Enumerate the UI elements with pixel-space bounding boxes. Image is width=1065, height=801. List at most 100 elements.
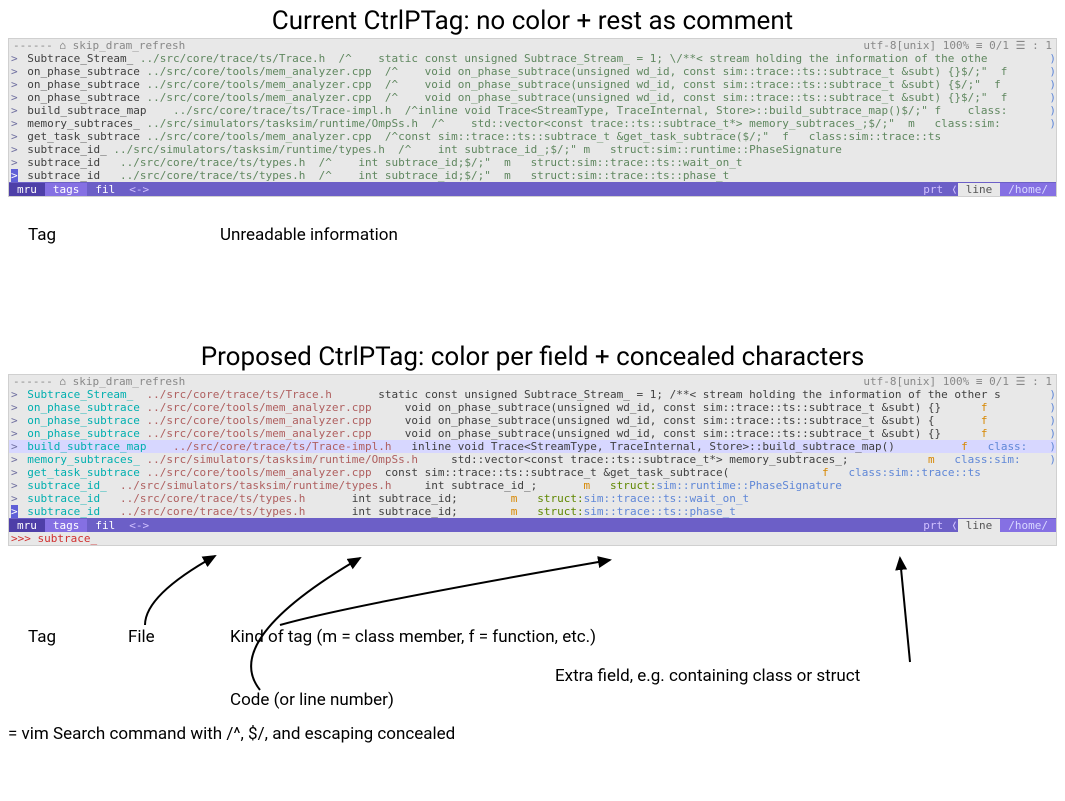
result-row[interactable]: > get_task_subtrace ../src/core/tools/me… [9, 466, 1056, 479]
extra-field: sim::trace::ts::wait_on_t [584, 492, 750, 505]
chevron-icon: > [11, 91, 18, 104]
struct-label: struct: [590, 479, 656, 492]
panel-current: ------ ⌂ skip_dram_refresh utf-8[unix] 1… [8, 38, 1057, 197]
file-path: ../src/core/tools/mem_analyzer.cpp [140, 466, 372, 479]
result-row[interactable]: > on_phase_subtrace ../src/core/tools/me… [9, 427, 1056, 440]
pl-mru[interactable]: mru [9, 183, 45, 196]
file-path: ../src/core/tools/mem_analyzer.cpp [140, 401, 372, 414]
input-line[interactable]: >>> subtrace_ [9, 532, 1056, 545]
extra-field: sim::runtime::PhaseSignature [656, 479, 841, 492]
result-row[interactable]: > on_phase_subtrace ../src/core/tools/me… [9, 91, 1056, 104]
tag-name: get_task_subtrace [21, 466, 140, 479]
tag-name: build_subtrace_map [21, 440, 147, 453]
chevron-icon: > [11, 440, 18, 453]
pl-prt-2: prt [915, 519, 951, 532]
tag-name: on_phase_subtrace [21, 401, 140, 414]
result-row[interactable]: > Subtrace_Stream_ ../src/core/trace/ts/… [9, 52, 1056, 65]
result-rows-proposed: > Subtrace_Stream_ ../src/core/trace/ts/… [9, 388, 1056, 518]
chevron-icon: > [11, 479, 18, 492]
code-snippet: void on_phase_subtrace(unsigned wd_id, c… [372, 414, 935, 427]
extra-field: class:sim: [935, 453, 1021, 466]
file-path: ../src/core/trace/ts/Trace-impl.h [146, 440, 391, 453]
overflow-indicator: ) [1049, 91, 1056, 104]
comment-rest: ../src/core/tools/mem_analyzer.cpp /^ vo… [146, 78, 1000, 91]
powerline-2: mru tags fil <-> prt ❬ line /home/ [9, 518, 1056, 532]
result-row[interactable]: > memory_subtraces_ ../src/simulators/ta… [9, 117, 1056, 130]
file-path: ../src/core/trace/ts/types.h [100, 492, 305, 505]
result-row[interactable]: > build_subtrace_map ../src/core/trace/t… [9, 104, 1056, 117]
comment-rest: ../src/simulators/tasksim/runtime/types.… [113, 143, 841, 156]
tag-kind: m [537, 479, 590, 492]
result-row[interactable]: > on_phase_subtrace ../src/core/tools/me… [9, 78, 1056, 91]
chevron-icon: > [11, 401, 18, 414]
pl-mru-2[interactable]: mru [9, 519, 45, 532]
annot-file: File [128, 627, 155, 647]
annot-unreadable: Unreadable information [220, 225, 398, 245]
chevron-icon: > [11, 388, 18, 401]
result-row[interactable]: > subtrace_id ../src/core/trace/ts/types… [9, 505, 1056, 518]
file-path: ../src/core/tools/mem_analyzer.cpp [140, 427, 372, 440]
chevron-icon: > [11, 156, 18, 169]
pl-tags-2[interactable]: tags [45, 519, 88, 532]
result-rows-current: > Subtrace_Stream_ ../src/core/trace/ts/… [9, 52, 1056, 182]
pl-line-2: line [958, 519, 1001, 532]
overflow-indicator: ) [1043, 414, 1056, 427]
tag-kind: f [935, 414, 988, 427]
chevron-icon: > [11, 143, 18, 156]
tag-kind: m [458, 492, 518, 505]
tag-kind: f [729, 466, 828, 479]
result-row[interactable]: > subtrace_id_ ../src/simulators/tasksim… [9, 479, 1056, 492]
code-snippet: static const unsigned Subtrace_Stream_ =… [332, 388, 1001, 401]
result-row[interactable]: > on_phase_subtrace ../src/core/tools/me… [9, 401, 1056, 414]
result-row[interactable]: > subtrace_id ../src/core/trace/ts/types… [9, 169, 1056, 182]
pl-fil[interactable]: fil [87, 183, 123, 196]
result-row[interactable]: > memory_subtraces_ ../src/simulators/ta… [9, 453, 1056, 466]
result-row[interactable]: > on_phase_subtrace ../src/core/tools/me… [9, 65, 1056, 78]
tag-name: Subtrace_Stream_ [21, 388, 134, 401]
tag-name: subtrace_id_ [21, 479, 107, 492]
result-row[interactable]: > Subtrace_Stream_ ../src/core/trace/ts/… [9, 388, 1056, 401]
comment-rest: ../src/core/trace/ts/types.h /^ int subt… [107, 169, 730, 182]
pl-line: line [958, 183, 1001, 196]
result-row[interactable]: > subtrace_id ../src/core/trace/ts/types… [9, 156, 1056, 169]
tag-name: on_phase_subtrace [21, 78, 147, 91]
chevron-icon: > [11, 117, 18, 130]
pl-home: /home/ [1000, 183, 1056, 196]
result-row[interactable]: > build_subtrace_map ../src/core/trace/t… [9, 440, 1056, 453]
statusbar-top-1: ------ ⌂ skip_dram_refresh utf-8[unix] 1… [9, 39, 1056, 52]
statusbar-left-2: ------ ⌂ skip_dram_refresh [13, 375, 185, 388]
struct-label: struct: [517, 492, 583, 505]
result-row[interactable]: > get_task_subtrace ../src/core/tools/me… [9, 130, 1056, 143]
comment-rest: ../src/simulators/tasksim/runtime/OmpSs.… [146, 117, 1000, 130]
overflow-indicator: ) [1049, 104, 1056, 117]
result-row[interactable]: > subtrace_id ../src/core/trace/ts/types… [9, 492, 1056, 505]
pl-home-2: /home/ [1000, 519, 1056, 532]
tag-kind: m [458, 505, 518, 518]
code-snippet: inline void Trace<StreamType, TraceInter… [392, 440, 895, 453]
extra-field: sim::trace::ts::phase_t [584, 505, 736, 518]
chevron-icon: > [11, 427, 18, 440]
tag-name: on_phase_subtrace [21, 414, 140, 427]
code-snippet: std::vector<const trace::ts::subtrace_t*… [418, 453, 848, 466]
pl-prt: prt [915, 183, 951, 196]
comment-rest: ../src/core/tools/mem_analyzer.cpp /^ vo… [146, 91, 1007, 104]
file-path: ../src/simulators/tasksim/runtime/types.… [107, 479, 392, 492]
pl-fil-2[interactable]: fil [87, 519, 123, 532]
annot-tag-2: Tag [28, 627, 56, 647]
tag-name: get_task_subtrace [21, 130, 147, 143]
chevron-icon: > [11, 169, 18, 182]
pl-tags[interactable]: tags [45, 183, 88, 196]
tag-name: subtrace_id [21, 169, 107, 182]
tag-kind: f [941, 401, 987, 414]
result-row[interactable]: > subtrace_id_ ../src/simulators/tasksim… [9, 143, 1056, 156]
powerline-1: mru tags fil <-> prt ❬ line /home/ [9, 182, 1056, 196]
title-current: Current CtrlPTag: no color + rest as com… [0, 6, 1065, 36]
struct-label: struct: [517, 505, 583, 518]
overflow-indicator: ) [1043, 427, 1056, 440]
pl-arrows-2: <-> [123, 519, 155, 532]
result-row[interactable]: > on_phase_subtrace ../src/core/tools/me… [9, 414, 1056, 427]
overflow-indicator: ) [1049, 65, 1056, 78]
statusbar-right-2: utf-8[unix] 100% ≡ 0/1 ☰ : 1 [863, 375, 1052, 388]
overflow-indicator: ) [1049, 440, 1056, 453]
file-path: ../src/core/tools/mem_analyzer.cpp [140, 414, 372, 427]
